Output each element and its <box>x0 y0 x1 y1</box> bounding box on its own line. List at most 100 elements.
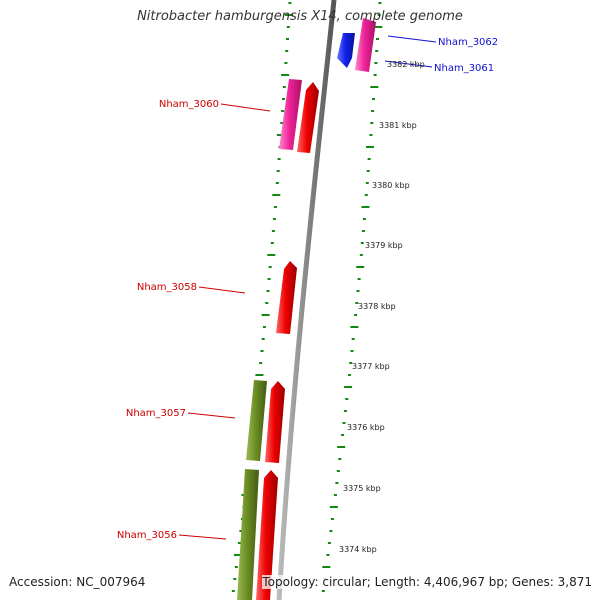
gene-label-nham-3060[interactable]: Nham_3060 <box>159 99 219 110</box>
tick-mark <box>337 446 346 448</box>
tick-mark <box>366 170 370 172</box>
tick-mark <box>372 98 375 100</box>
tick-mark <box>267 254 276 256</box>
tick-mark <box>275 182 279 184</box>
tick-mark <box>361 206 370 208</box>
tick-mark <box>350 350 354 352</box>
tick-mark <box>336 470 340 472</box>
gene-nham-3056[interactable] <box>237 469 259 600</box>
tick-mark <box>333 494 337 496</box>
tick-mark <box>327 542 331 544</box>
tick-mark <box>286 26 290 28</box>
ruler-tick-label: 3376 kbp <box>347 423 385 432</box>
tick-mark <box>271 230 275 232</box>
ruler-tick-label: 3374 kbp <box>339 545 377 554</box>
gene-nham-3056b[interactable] <box>256 470 278 600</box>
tick-mark <box>350 326 359 328</box>
tick-mark <box>351 338 355 340</box>
gene-nham-3057[interactable] <box>246 380 267 461</box>
tick-mark <box>260 350 264 352</box>
gene-label-nham-3056[interactable]: Nham_3056 <box>117 530 177 541</box>
tick-mark <box>322 566 331 568</box>
tick-mark <box>378 2 382 4</box>
tick-mark <box>265 302 269 304</box>
gene-nham-3061[interactable] <box>355 18 376 72</box>
ruler-tick-label: 3380 kbp <box>372 181 410 190</box>
tick-mark <box>268 266 272 268</box>
tick-mark <box>354 314 358 316</box>
tick-mark <box>276 170 280 172</box>
tick-mark <box>344 386 353 388</box>
gene-nham-3062[interactable] <box>337 33 355 68</box>
tick-mark <box>357 278 361 280</box>
accession-label: Accession: NC_007964 <box>9 575 146 589</box>
tick-mark <box>329 530 333 532</box>
tick-mark <box>361 230 365 232</box>
tick-mark <box>321 590 325 592</box>
tick-mark <box>343 410 347 412</box>
ruler-tick-label: 3379 kbp <box>365 241 403 250</box>
tick-mark <box>285 50 289 52</box>
gene-nham-3059[interactable] <box>297 82 319 153</box>
tick-mark <box>234 566 238 568</box>
tick-mark <box>233 554 242 556</box>
tick-mark <box>237 542 241 544</box>
gene-label-nham-3058[interactable]: Nham_3058 <box>137 282 197 293</box>
tick-mark <box>282 86 286 88</box>
gene-features <box>237 18 376 600</box>
tick-mark <box>288 2 292 4</box>
tick-mark <box>272 218 276 220</box>
tick-mark <box>259 362 263 364</box>
gene-label-nham-3057[interactable]: Nham_3057 <box>126 408 186 419</box>
tick-mark <box>371 110 375 112</box>
tick-mark <box>277 158 281 160</box>
ruler-tick-label: 3378 kbp <box>358 302 396 311</box>
tick-mark <box>255 374 264 376</box>
tick-mark <box>273 206 277 208</box>
tick-mark <box>272 194 281 196</box>
gene-nham-3060[interactable] <box>279 79 302 150</box>
tick-mark <box>286 38 289 40</box>
tick-mark <box>375 50 379 52</box>
tick-mark <box>369 134 373 136</box>
ruler-tick-label: 3381 kbp <box>379 121 417 130</box>
tick-mark <box>356 290 360 292</box>
tick-mark <box>355 302 359 304</box>
tick-mark <box>342 422 346 424</box>
tick-mark <box>239 530 243 532</box>
tick-mark <box>233 578 237 580</box>
ruler-labels: 3382 kbp 3381 kbp 3380 kbp 3379 kbp 3378… <box>339 60 425 554</box>
tick-mark <box>373 74 377 76</box>
tick-mark <box>282 98 285 100</box>
genome-title: Nitrobacter hamburgensis X14, complete g… <box>137 9 463 24</box>
tick-mark <box>280 122 284 124</box>
tick-mark <box>231 590 235 592</box>
gene-labels: Nham_3062 Nham_3061 Nham_3060 Nham_3058 … <box>117 37 498 541</box>
tick-mark <box>367 158 371 160</box>
tick-mark <box>284 62 288 64</box>
tick-mark <box>360 242 364 244</box>
tick-mark <box>261 338 265 340</box>
gene-label-nham-3061[interactable]: Nham_3061 <box>434 63 494 74</box>
outer-tick-ring <box>321 2 383 592</box>
tick-mark <box>359 254 363 256</box>
gene-nham-3057b[interactable] <box>265 381 285 463</box>
tick-mark <box>338 458 342 460</box>
tick-mark <box>341 434 345 436</box>
ruler-tick-label: 3377 kbp <box>352 362 390 371</box>
tick-mark <box>365 182 369 184</box>
tick-mark <box>330 518 334 520</box>
tick-mark <box>349 362 353 364</box>
gene-nham-3058[interactable] <box>276 261 297 334</box>
tick-mark <box>377 14 381 16</box>
tick-mark <box>266 290 270 292</box>
tick-mark <box>376 38 379 40</box>
tick-mark <box>356 266 365 268</box>
tick-mark <box>366 146 374 148</box>
tick-mark <box>335 482 339 484</box>
tick-mark <box>362 218 366 220</box>
tick-mark <box>329 506 338 508</box>
gene-label-nham-3062[interactable]: Nham_3062 <box>438 37 498 48</box>
tick-mark <box>370 122 374 124</box>
